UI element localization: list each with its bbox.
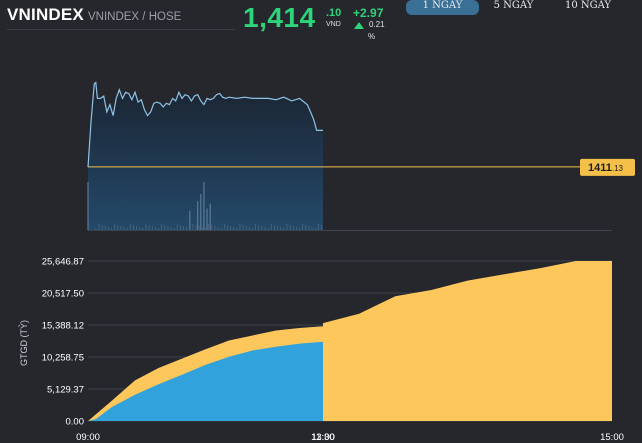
index-subtitle: VNINDEX / HOSE: [87, 11, 182, 23]
percent-sign: %: [368, 32, 376, 41]
timeframe-tabs: 1 NGÀY 5 NGÀY 10 NGÀY: [406, 0, 642, 15]
x-tick-label: 11:30: [311, 432, 334, 443]
price-change: +2.97: [353, 6, 384, 20]
header: VNINDEX VNINDEX / HOSE 1,414 .10 VND +2.9…: [0, 0, 642, 41]
price-decimal: .10: [326, 7, 342, 19]
up-arrow-icon: [354, 22, 364, 29]
tab-1-day[interactable]: 1 NGÀY: [406, 0, 479, 15]
x-tick-label: 09:00: [76, 432, 100, 443]
y-tick-label: 10,258.75: [42, 353, 84, 364]
title-divider: [7, 29, 235, 30]
price-area: [88, 82, 323, 230]
y-axis-label: GTGD (TỶ): [18, 320, 29, 366]
y-tick-label: 5,129.37: [47, 385, 84, 396]
price-unit: VND: [326, 21, 341, 28]
price-change-percent: 0.21: [369, 20, 385, 29]
title-block: VNINDEX VNINDEX / HOSE: [7, 5, 181, 25]
x-tick-label: 13:00: [311, 432, 335, 443]
index-symbol: VNINDEX: [7, 5, 84, 24]
tab-10-days[interactable]: 10 NGÀY: [564, 0, 612, 11]
y-tick-label: 0.00: [66, 417, 85, 428]
y-tick-label: 15,388.12: [42, 321, 84, 332]
reference-label-box: [580, 158, 635, 176]
y-tick-label: 25,646.87: [42, 257, 84, 268]
tab-5-days[interactable]: 5 NGÀY: [493, 0, 534, 11]
y-tick-label: 20,517.50: [42, 289, 84, 300]
price-integer: 1,414: [243, 2, 316, 33]
price-line: [87, 81, 323, 168]
x-tick-label: 15:00: [600, 432, 624, 443]
reference-label: 1411.13: [588, 162, 624, 174]
series-current-session: [88, 341, 323, 421]
